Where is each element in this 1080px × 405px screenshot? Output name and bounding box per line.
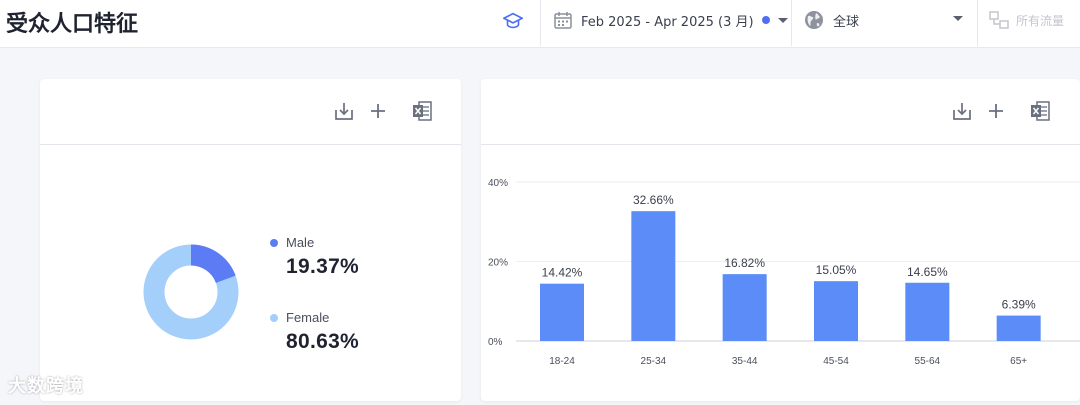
y-tick-label: 0% — [488, 337, 503, 348]
data-label: 15.05% — [816, 263, 857, 277]
bar-25-34[interactable] — [631, 211, 676, 341]
legend-label-male: Male — [286, 235, 315, 250]
globe-icon — [805, 11, 823, 29]
chevron-down-icon — [777, 17, 788, 23]
divider — [540, 0, 541, 46]
download-icon[interactable] — [333, 100, 355, 122]
date-range-label: Feb 2025 - Apr 2025 (3 月) — [581, 14, 754, 30]
top-bar: 受众人口特征 Feb 2025 - Apr 2025 (3 月) 全球 — [0, 0, 1080, 48]
legend-value-male: 19.37% — [286, 255, 360, 278]
x-tick-label: 25-34 — [641, 356, 667, 367]
download-icon[interactable] — [951, 100, 973, 122]
traffic-source-selector[interactable]: 所有流量 — [988, 8, 1064, 32]
y-tick-label: 40% — [488, 178, 508, 189]
legend-label-female: Female — [286, 310, 330, 325]
data-label: 14.65% — [907, 265, 948, 279]
chevron-down-icon[interactable] — [953, 16, 963, 21]
y-tick-label: 20% — [488, 258, 508, 269]
legend-dot-male — [270, 239, 278, 247]
card-header — [40, 79, 461, 145]
gender-card: Male 19.37% Female 80.63% — [40, 79, 461, 401]
card-header — [481, 79, 1080, 145]
age-card: 0% 20% 40% 14.42% 18-24 32.66% 25-34 16.82% 35-4… — [481, 79, 1080, 401]
page-title: 受众人口特征 — [6, 12, 139, 37]
gender-donut-chart — [143, 244, 239, 340]
bar-35-44[interactable] — [722, 274, 767, 341]
bar-55-64[interactable] — [905, 282, 950, 341]
data-label: 6.39% — [1002, 298, 1036, 312]
divider — [791, 0, 792, 46]
data-label: 32.66% — [633, 193, 674, 207]
age-bar-chart: 0% 20% 40% 14.42% 18-24 32.66% 25-34 16.82% 35-4… — [488, 178, 1080, 367]
traffic-source-icon — [989, 11, 1009, 29]
plus-icon[interactable] — [367, 100, 389, 122]
excel-icon[interactable] — [411, 100, 433, 122]
excel-icon[interactable] — [1029, 100, 1051, 122]
bar-65+[interactable] — [996, 315, 1041, 341]
traffic-label: 所有流量 — [1016, 13, 1065, 28]
region-selector[interactable]: 全球 — [803, 8, 859, 32]
status-dot — [761, 16, 770, 24]
x-tick-label: 45-54 — [823, 356, 849, 367]
divider — [977, 0, 978, 46]
x-tick-label: 55-64 — [915, 356, 941, 367]
donut-slice-male[interactable] — [143, 244, 239, 340]
legend-value-female: 80.63% — [286, 330, 360, 353]
calendar-icon — [554, 12, 572, 29]
date-range-selector[interactable]: Feb 2025 - Apr 2025 (3 月) — [553, 8, 788, 32]
plus-icon[interactable] — [985, 100, 1007, 122]
data-label: 14.42% — [542, 266, 583, 280]
x-tick-label: 18-24 — [549, 356, 575, 367]
x-tick-label: 35-44 — [732, 356, 758, 367]
legend-dot-female — [270, 314, 278, 322]
graduation-cap-icon[interactable] — [502, 10, 524, 32]
region-label: 全球 — [833, 14, 860, 30]
data-label: 16.82% — [724, 256, 765, 270]
watermark: 大数跨境 — [8, 376, 84, 397]
x-tick-label: 65+ — [1010, 356, 1027, 367]
bar-45-54[interactable] — [814, 281, 858, 341]
bar-18-24[interactable] — [540, 283, 584, 341]
